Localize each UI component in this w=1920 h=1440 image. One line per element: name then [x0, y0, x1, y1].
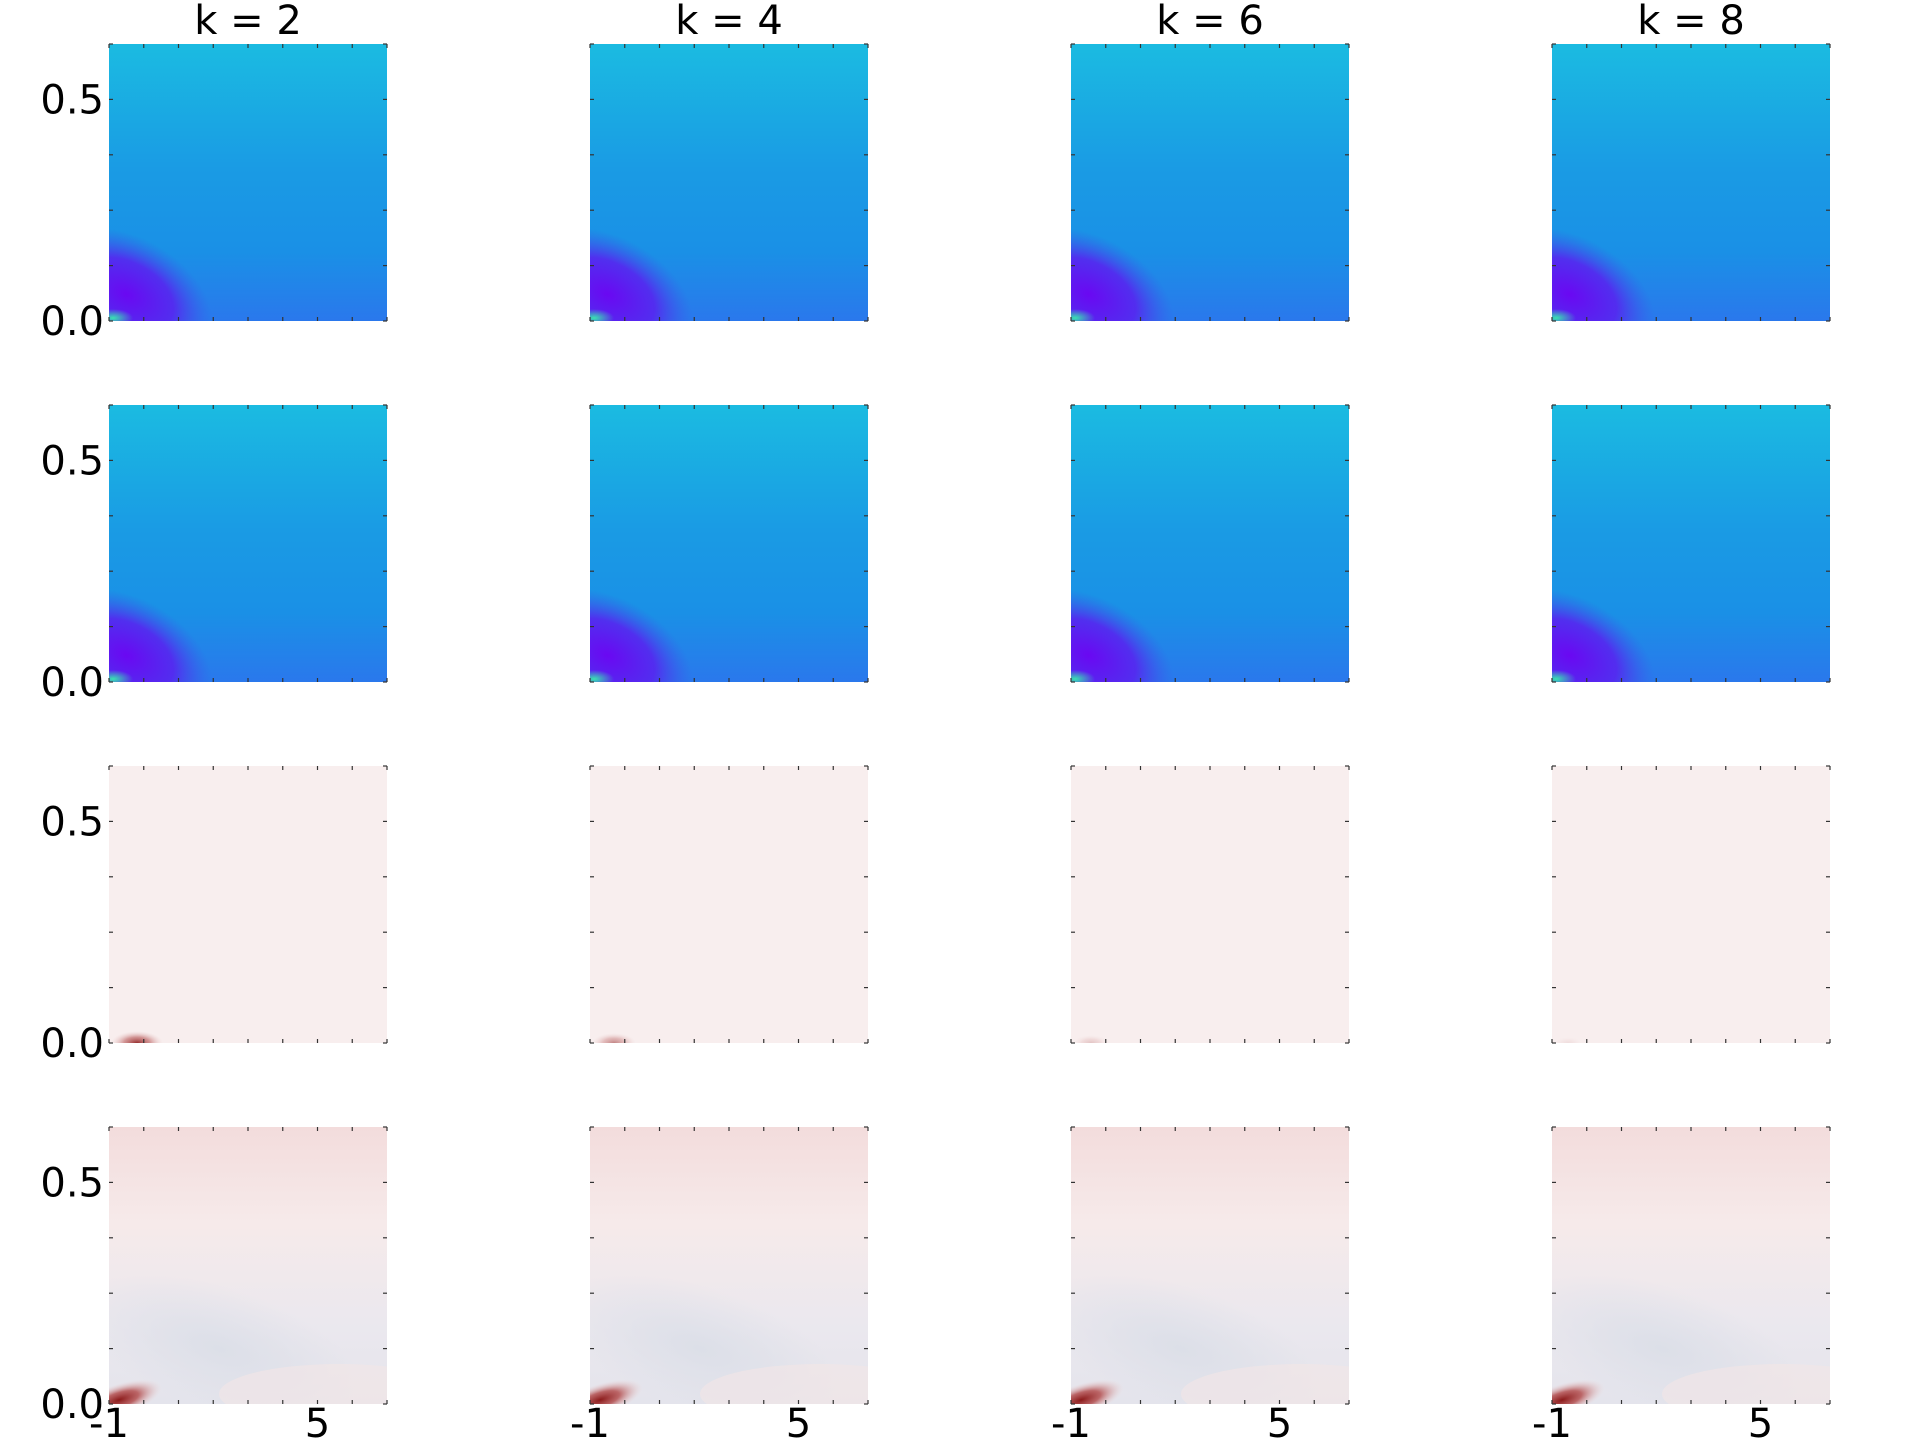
panels-layer — [108, 43, 1831, 1405]
heatmap-panel-row-1-col-1 — [108, 43, 388, 322]
x-tick-label: -1 — [89, 1401, 129, 1440]
y-tick-label: 0.0 — [40, 299, 104, 345]
column-title-3: k = 6 — [1156, 0, 1264, 44]
red-corner — [590, 1379, 644, 1404]
corner-highlight — [1071, 670, 1095, 682]
heatmap-panel-row-4-col-1 — [108, 1126, 388, 1405]
heatmap-panel-row-4-col-3 — [1070, 1126, 1350, 1405]
violet-blob — [1071, 227, 1175, 321]
heatmap-panel-row-4-col-2 — [589, 1126, 869, 1405]
pale-band — [700, 1364, 868, 1404]
y-tick-label: 0.5 — [40, 77, 104, 123]
red-corner — [109, 1379, 163, 1404]
column-title-1: k = 2 — [194, 0, 302, 44]
x-tick-label: 5 — [786, 1401, 811, 1440]
violet-blob — [109, 227, 213, 321]
red-spot — [1073, 1035, 1109, 1043]
heatmap-background — [1071, 766, 1349, 1043]
heatmap-background — [590, 766, 868, 1043]
red-corner — [1552, 1379, 1606, 1404]
heatmap-panel-row-2-col-2 — [589, 404, 869, 683]
x-tick-label: -1 — [570, 1401, 610, 1440]
x-tick-label: -1 — [1532, 1401, 1572, 1440]
corner-highlight — [109, 670, 133, 682]
corner-highlight — [1552, 309, 1576, 321]
x-tick-label: -1 — [1051, 1401, 1091, 1440]
x-tick-label: 5 — [305, 1401, 330, 1440]
heatmap-panel-row-3-col-3 — [1070, 765, 1350, 1044]
violet-blob — [590, 588, 694, 682]
pale-band — [1181, 1364, 1349, 1404]
heatmap-panel-row-2-col-1 — [108, 404, 388, 683]
y-tick-label: 0.5 — [40, 438, 104, 484]
red-spot — [1554, 1037, 1582, 1043]
corner-highlight — [590, 309, 614, 321]
y-tick-label: 0.0 — [40, 660, 104, 706]
violet-blob — [109, 588, 213, 682]
column-title-2: k = 4 — [675, 0, 783, 44]
x-tick-label: 5 — [1267, 1401, 1292, 1440]
heatmap-panel-row-2-col-4 — [1551, 404, 1831, 683]
column-title-4: k = 8 — [1637, 0, 1745, 44]
heatmap-panel-row-3-col-2 — [589, 765, 869, 1044]
heatmap-background — [109, 766, 387, 1043]
corner-highlight — [1071, 309, 1095, 321]
heatmap-panel-row-3-col-4 — [1551, 765, 1831, 1044]
heatmap-panel-row-1-col-4 — [1551, 43, 1831, 322]
heatmap-panel-row-3-col-1 — [108, 765, 388, 1044]
violet-blob — [1552, 227, 1656, 321]
heatmap-panel-row-1-col-3 — [1070, 43, 1350, 322]
corner-highlight — [590, 670, 614, 682]
violet-blob — [1071, 588, 1175, 682]
violet-blob — [590, 227, 694, 321]
heatmap-background — [1552, 766, 1830, 1043]
x-tick-label: 5 — [1748, 1401, 1773, 1440]
pale-band — [219, 1364, 387, 1404]
labels-layer: k = 2 k = 4 k = 6 k = 8 0.0 0.5 0.0 0.5 0.0 0.5 0.… — [40, 0, 1773, 1440]
y-tick-label: 0.5 — [40, 1160, 104, 1206]
corner-highlight — [1552, 670, 1576, 682]
heatmap-panel-row-2-col-3 — [1070, 404, 1350, 683]
pale-band — [1662, 1364, 1830, 1404]
red-spot — [592, 1033, 636, 1043]
red-corner — [1071, 1379, 1125, 1404]
heatmap-panel-row-1-col-2 — [589, 43, 869, 322]
y-tick-label: 0.0 — [40, 1021, 104, 1067]
red-spot — [111, 1031, 163, 1043]
heatmap-panel-row-4-col-4 — [1551, 1126, 1831, 1405]
y-tick-label: 0.5 — [40, 799, 104, 845]
violet-blob — [1552, 588, 1656, 682]
corner-highlight — [109, 309, 133, 321]
y-tick-label: 0.0 — [40, 1382, 104, 1428]
